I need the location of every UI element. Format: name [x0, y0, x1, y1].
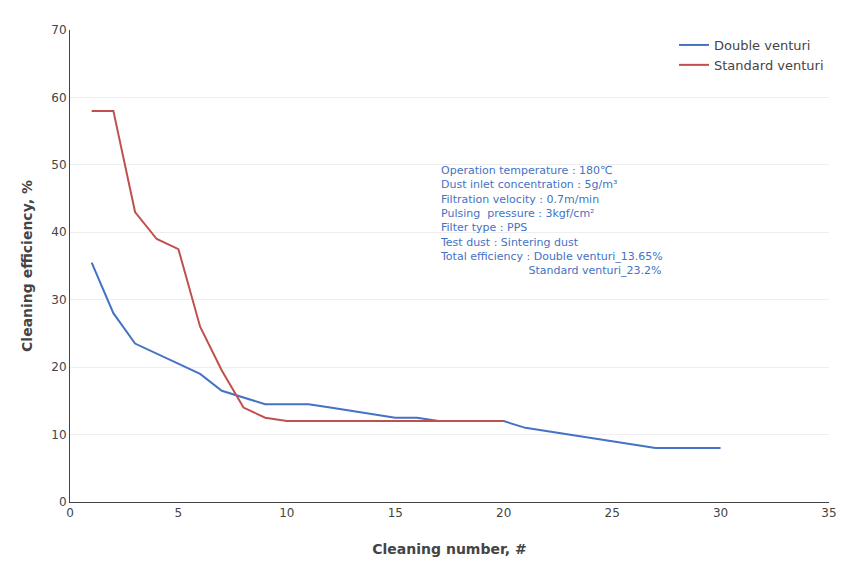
svg-text:40: 40 [51, 225, 66, 239]
svg-text:60: 60 [51, 91, 66, 105]
svg-text:10: 10 [279, 506, 294, 520]
svg-text:Double venturi: Double venturi [714, 38, 810, 53]
svg-text:Cleaning number, #: Cleaning number, # [372, 541, 526, 557]
svg-text:35: 35 [821, 506, 836, 520]
svg-text:Standard venturi: Standard venturi [714, 58, 824, 73]
svg-text:30: 30 [713, 506, 728, 520]
svg-text:Cleaning efficiency, %: Cleaning efficiency, % [19, 180, 35, 352]
svg-text:20: 20 [51, 360, 66, 374]
svg-text:15: 15 [388, 506, 403, 520]
svg-text:5: 5 [175, 506, 183, 520]
svg-text:Operation temperature : 180℃Du: Operation temperature : 180℃Dust inlet c… [440, 164, 663, 277]
svg-text:0: 0 [59, 495, 67, 509]
svg-text:10: 10 [51, 428, 66, 442]
svg-text:25: 25 [604, 506, 619, 520]
svg-text:50: 50 [51, 158, 66, 172]
svg-text:70: 70 [51, 23, 66, 37]
svg-text:0: 0 [66, 506, 74, 520]
svg-text:20: 20 [496, 506, 511, 520]
svg-text:30: 30 [51, 293, 66, 307]
